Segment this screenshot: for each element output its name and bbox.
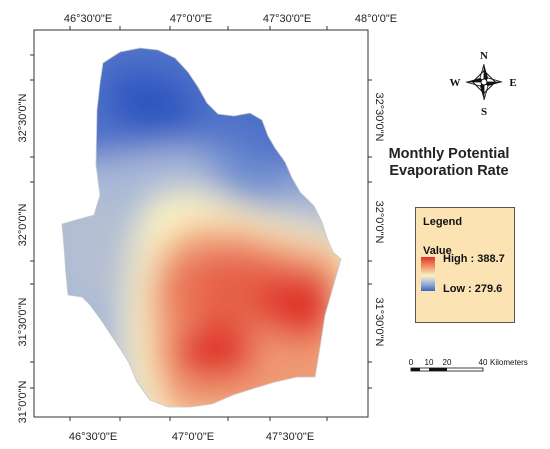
legend-value-label: Value [423,245,452,257]
compass-e-label: E [509,77,516,89]
frame-ticks [30,26,372,421]
scale-tick-10: 10 [425,358,434,367]
compass-n-label: N [480,50,488,62]
legend-low-label: Low : 279.6 [443,283,503,295]
map-title: Monthly Potential Evaporation Rate [384,146,514,180]
scale-bar: 0 10 20 40 Kilometers [409,358,528,372]
map-title-line-2: Evaporation Rate [389,163,509,179]
legend: Legend Value High : 388.7 Low : 279.6 [415,207,515,323]
legend-color-ramp [421,257,435,291]
legend-high-label: High : 388.7 [443,253,505,265]
compass-s-label: S [481,106,487,118]
bottom-lon-label-1: 46°30'0"E [69,431,117,443]
bottom-lon-label-2: 47°0'0"E [172,431,214,443]
scale-tick-40: 40 [479,358,488,367]
map-title-line-1: Monthly Potential [388,146,510,162]
bottom-lon-label-3: 47°30'0"E [266,431,314,443]
compass-rose-icon: N E S W [450,50,517,118]
right-lat-label-2: 32°0'0"N [373,201,385,244]
left-lat-label-1: 32°30'0"N [17,93,29,142]
left-lat-label-3: 31°30'0"N [17,297,29,346]
top-lon-label-2: 47°0'0"E [170,13,212,25]
scale-tick-0: 0 [409,358,414,367]
left-lat-label-2: 32°0'0"N [17,204,29,247]
compass-w-label: W [450,77,461,89]
top-lon-label-4: 48°0'0"E [355,13,397,25]
right-lat-label-1: 32°30'0"N [373,93,385,142]
scale-tick-20: 20 [443,358,452,367]
left-lat-label-4: 31°0'0"N [17,381,29,424]
region-boundary [61,47,342,408]
legend-heading: Legend [423,216,463,228]
right-lat-label-3: 31°30'0"N [373,298,385,347]
scale-unit: Kilometers [490,358,528,367]
top-lon-label-3: 47°30'0"E [263,13,311,25]
top-lon-label-1: 46°30'0"E [64,13,112,25]
